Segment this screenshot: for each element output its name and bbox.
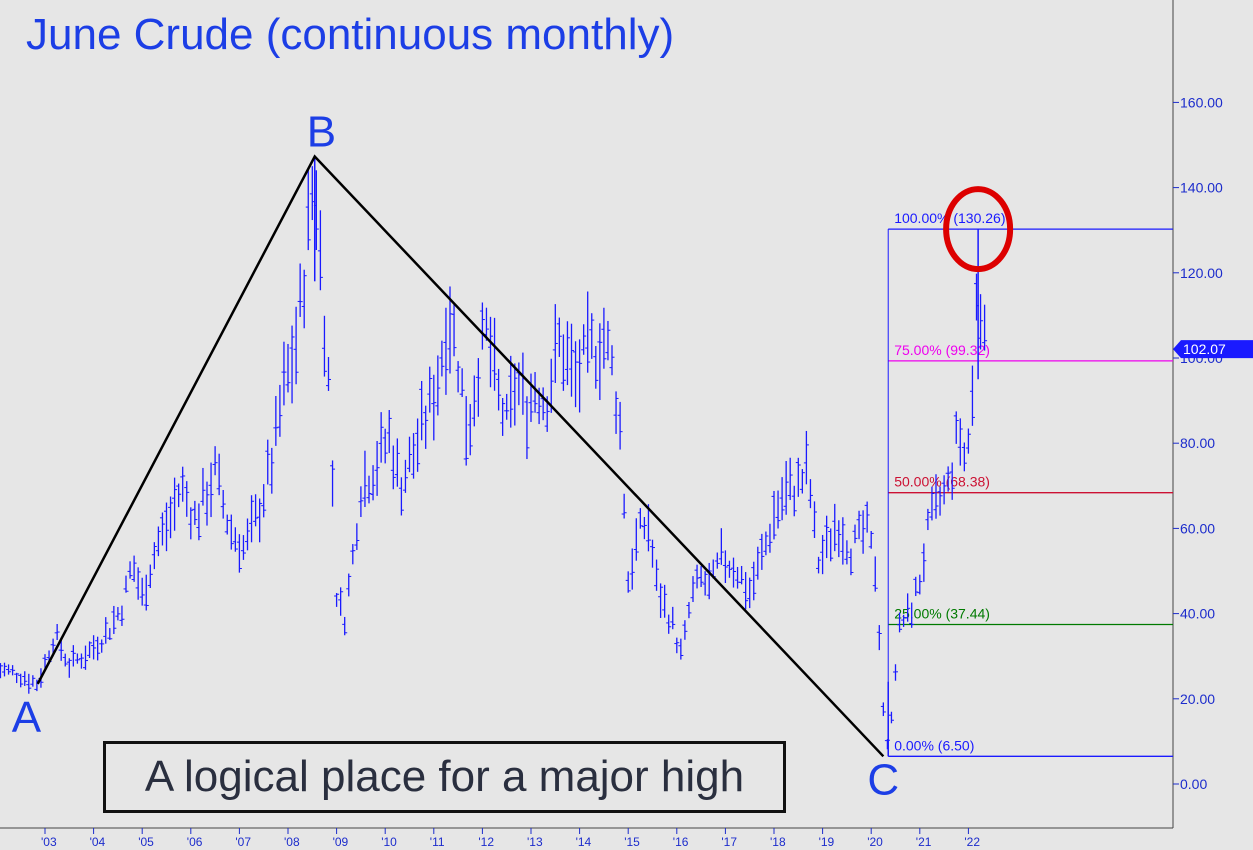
last-price-marker: 102.07: [1173, 340, 1253, 359]
x-tick-label: '03: [41, 835, 57, 849]
high-circle: [943, 186, 1014, 273]
y-tick-label: 80.00: [1180, 435, 1215, 451]
y-tick-label: 160.00: [1180, 94, 1223, 110]
x-tick-label: '14: [576, 835, 592, 849]
x-tick-label: '16: [673, 835, 689, 849]
chart-title: June Crude (continuous monthly): [26, 10, 675, 59]
x-tick-label: '20: [867, 835, 883, 849]
x-tick-label: '17: [721, 835, 737, 849]
abc-wave-lines: A B C: [12, 108, 899, 805]
y-tick-label: 40.00: [1180, 606, 1215, 622]
annotation-box: A logical place for a major high: [103, 741, 786, 813]
last-price-label: 102.07: [1183, 341, 1226, 357]
fib-level-label: 25.00% (37.44): [894, 606, 990, 622]
y-tick-label: 60.00: [1180, 520, 1215, 536]
wave-label-c: C: [867, 755, 899, 804]
fib-level-label: 0.00% (6.50): [894, 737, 974, 753]
x-tick-label: '08: [284, 835, 300, 849]
fib-level-label: 75.00% (99.32): [894, 342, 990, 358]
x-tick-label: '22: [964, 835, 980, 849]
fib-level-label: 50.00% (68.38): [894, 474, 990, 490]
x-tick-label: '15: [624, 835, 640, 849]
last-price-badge: [1173, 340, 1253, 359]
fibonacci-levels: 100.00% (130.26)75.00% (99.32)50.00% (68…: [887, 210, 1173, 757]
grid-layer: [0, 0, 1174, 829]
price-series: [0, 156, 988, 757]
y-tick-label: 140.00: [1180, 180, 1223, 196]
wave-line: [36, 154, 885, 758]
x-tick-label: '12: [478, 835, 494, 849]
x-tick-label: '13: [527, 835, 543, 849]
x-tick-label: '09: [333, 835, 349, 849]
y-axis: 0.0020.0040.0060.0080.00100.00120.00140.…: [1173, 94, 1223, 792]
x-tick-label: '10: [381, 835, 397, 849]
y-tick-label: 0.00: [1180, 776, 1207, 792]
x-tick-label: '05: [138, 835, 154, 849]
x-tick-label: '11: [430, 835, 445, 849]
x-tick-label: '18: [770, 835, 786, 849]
x-tick-label: '06: [187, 835, 203, 849]
wave-label-b: B: [307, 108, 336, 157]
highlight-circle: [943, 186, 1014, 273]
y-tick-label: 20.00: [1180, 691, 1215, 707]
y-tick-label: 120.00: [1180, 265, 1223, 281]
x-tick-label: '07: [235, 835, 251, 849]
x-tick-label: '04: [90, 835, 106, 849]
x-tick-label: '19: [819, 835, 835, 849]
x-tick-label: '21: [916, 835, 932, 849]
x-axis: '03 '04 '05 '06 '07 '08 '09 '10 '11 '12 '13 '14 '15 '…: [41, 828, 980, 849]
wave-label-a: A: [12, 693, 42, 742]
